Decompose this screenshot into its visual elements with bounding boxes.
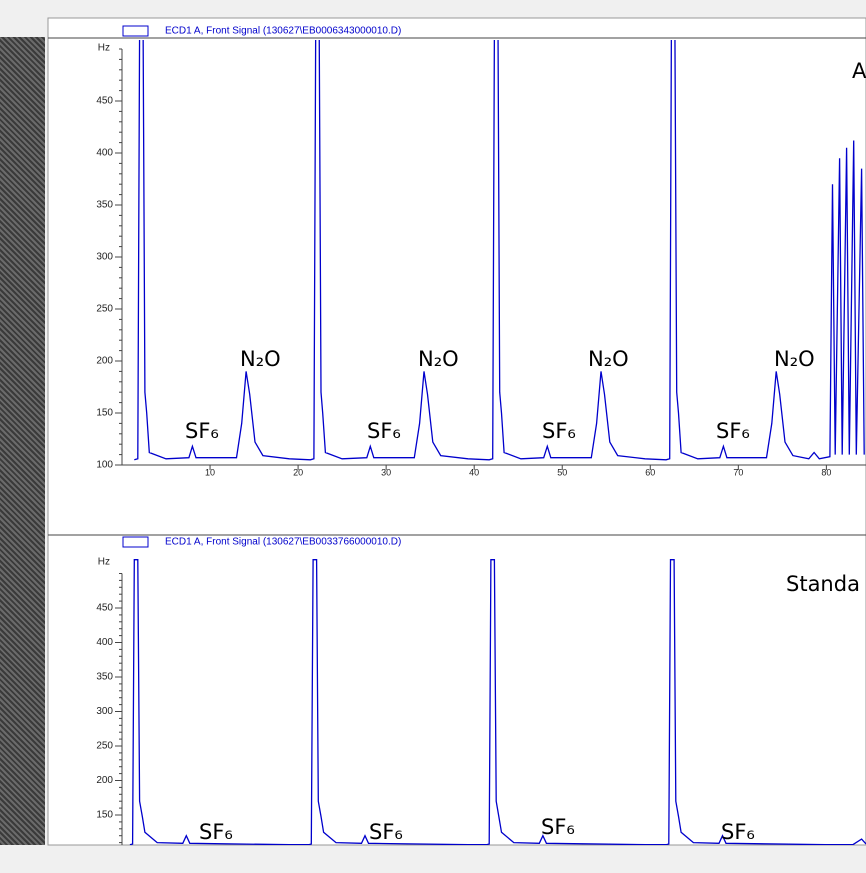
annotation: SF₆ — [716, 419, 750, 443]
annotation: SF₆ — [199, 820, 233, 844]
x-tick-label: 60 — [645, 467, 655, 477]
y-tick-label: 400 — [96, 148, 113, 159]
x-tick-label: 20 — [293, 467, 303, 477]
annotation: SF₆ — [367, 419, 401, 443]
x-tick-label: 70 — [733, 467, 743, 477]
legend-swatch — [122, 536, 149, 548]
photo-strip — [0, 37, 45, 845]
y-tick-label: 250 — [96, 741, 113, 752]
x-tick-label: 30 — [381, 467, 391, 477]
annotation: Standa — [786, 572, 860, 596]
legend-label: ECD1 A, Front Signal (130627\EB003376600… — [165, 537, 401, 548]
annotation: N₂O — [240, 347, 281, 371]
legend-label: ECD1 A, Front Signal (130627\EB000634300… — [165, 26, 401, 37]
y-tick-label: 150 — [96, 810, 113, 821]
y-tick-label: 200 — [96, 356, 113, 367]
trace — [134, 40, 865, 461]
y-tick-label: 300 — [96, 252, 113, 263]
legend-swatch — [122, 25, 149, 37]
y-axis-label: Hz — [98, 557, 110, 568]
x-tick-label: 40 — [469, 467, 479, 477]
x-tick-label: 80 — [821, 467, 831, 477]
y-tick-label: 150 — [96, 408, 113, 419]
annotation: N₂O — [774, 347, 815, 371]
trace — [129, 559, 866, 845]
annotation: SF₆ — [541, 815, 575, 839]
y-tick-label: 350 — [96, 200, 113, 211]
x-tick-label: 50 — [557, 467, 567, 477]
y-tick-label: 250 — [96, 304, 113, 315]
y-tick-label: 200 — [96, 775, 113, 786]
y-tick-label: 450 — [96, 603, 113, 614]
annotation: SF₆ — [542, 419, 576, 443]
annotation: SF₆ — [721, 820, 755, 844]
y-axis-label: Hz — [98, 43, 110, 54]
y-tick-label: 400 — [96, 637, 113, 648]
annotation: N₂O — [418, 347, 459, 371]
annotation: SF₆ — [369, 820, 403, 844]
annotation: A — [852, 59, 866, 83]
y-tick-label: 100 — [96, 460, 113, 471]
annotation: SF₆ — [185, 419, 219, 443]
panel — [47, 17, 866, 846]
annotation: N₂O — [588, 347, 629, 371]
y-tick-label: 450 — [96, 96, 113, 107]
y-tick-label: 300 — [96, 706, 113, 717]
y-tick-label: 350 — [96, 672, 113, 683]
x-tick-label: 10 — [205, 467, 215, 477]
